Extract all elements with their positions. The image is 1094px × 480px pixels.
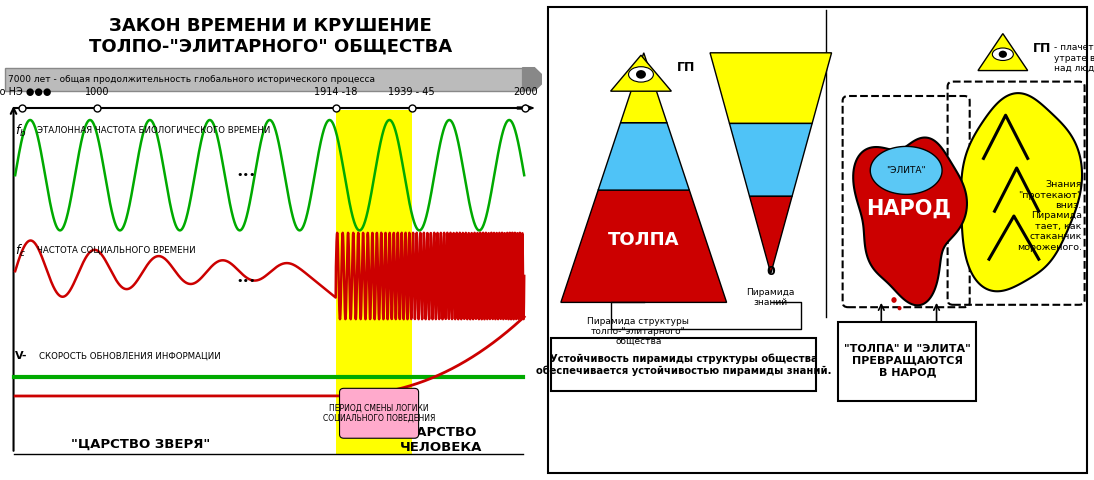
Text: До НЭ ●●●: До НЭ ●●●: [0, 87, 51, 97]
FancyBboxPatch shape: [838, 322, 976, 401]
Text: ЦАРСТВО
ЧЕЛОВЕКА: ЦАРСТВО ЧЕЛОВЕКА: [400, 426, 482, 454]
Text: •••: •••: [236, 170, 256, 180]
Bar: [336, 110, 411, 454]
Text: $f_b$: $f_b$: [15, 122, 26, 139]
Text: "ЦАРСТВО ЗВЕРЯ": "ЦАРСТВО ЗВЕРЯ": [71, 437, 210, 451]
Text: $f_c$: $f_c$: [15, 242, 26, 259]
FancyArrow shape: [523, 68, 546, 91]
Text: "ТОЛПА" И "ЭЛИТА"
ПРЕВРАЩАЮТСЯ
В НАРОД: "ТОЛПА" И "ЭЛИТА" ПРЕВРАЩАЮТСЯ В НАРОД: [843, 344, 970, 378]
Polygon shape: [598, 123, 689, 190]
Text: Пирамида
знаний: Пирамида знаний: [746, 288, 795, 307]
Text: 1000: 1000: [85, 87, 109, 97]
Polygon shape: [620, 53, 667, 123]
Ellipse shape: [892, 297, 897, 303]
Ellipse shape: [999, 51, 1006, 58]
Polygon shape: [610, 55, 672, 91]
Text: СКОРОСТЬ ОБНОВЛЕНИЯ ИНФОРМАЦИИ: СКОРОСТЬ ОБНОВЛЕНИЯ ИНФОРМАЦИИ: [39, 352, 221, 360]
Ellipse shape: [636, 70, 645, 79]
Ellipse shape: [897, 306, 901, 310]
Text: ЗАКОН ВРЕМЕНИ И КРУШЕНИЕ
ТОЛПО-"ЭЛИТАРНОГО" ОБЩЕСТВА: ЗАКОН ВРЕМЕНИ И КРУШЕНИЕ ТОЛПО-"ЭЛИТАРНО…: [90, 17, 452, 56]
Text: Пирамида структуры
толпо-"элитарного"
общества: Пирамида структуры толпо-"элитарного" об…: [587, 317, 689, 347]
Text: •••: •••: [236, 276, 256, 286]
Text: "ЭЛИТА": "ЭЛИТА": [886, 166, 926, 175]
Text: ПЕРИОД СМЕНЫ ЛОГИКИ
СОЦИАЛЬНОГО ПОВЕДЕНИЯ: ПЕРИОД СМЕНЫ ЛОГИКИ СОЦИАЛЬНОГО ПОВЕДЕНИ…: [323, 404, 435, 423]
Polygon shape: [978, 34, 1027, 71]
Polygon shape: [710, 53, 831, 123]
Polygon shape: [853, 137, 967, 305]
Text: НАРОД: НАРОД: [866, 199, 952, 219]
FancyBboxPatch shape: [5, 68, 523, 91]
Text: ГП: ГП: [677, 60, 696, 74]
Text: ЧАСТОТА СОЦИАЛЬНОГО ВРЕМЕНИ: ЧАСТОТА СОЦИАЛЬНОГО ВРЕМЕНИ: [37, 246, 196, 255]
Text: Устойчивость пирамиды структуры общества
обеспечивается устойчивостью пирамиды з: Устойчивость пирамиды структуры общества…: [536, 353, 831, 376]
Text: 2000: 2000: [513, 87, 537, 97]
Polygon shape: [961, 93, 1082, 291]
FancyBboxPatch shape: [339, 388, 419, 438]
Text: - плачет по
утрате власти
над людьми: - плачет по утрате власти над людьми: [1054, 43, 1094, 73]
Text: 1939 - 45: 1939 - 45: [388, 87, 435, 97]
Text: 1914 -18: 1914 -18: [314, 87, 358, 97]
Ellipse shape: [629, 67, 653, 82]
Text: Знания
"протекают"
вниз.
Пирамида
тает, как
стаканчик
мороженого.: Знания "протекают" вниз. Пирамида тает, …: [1016, 180, 1082, 252]
Text: V-: V-: [15, 351, 27, 361]
FancyBboxPatch shape: [551, 338, 816, 391]
Polygon shape: [870, 146, 942, 194]
Text: ТОЛПА: ТОЛПА: [608, 231, 679, 249]
Ellipse shape: [992, 48, 1013, 60]
Text: 0: 0: [767, 264, 776, 278]
Text: ГП: ГП: [1033, 41, 1051, 55]
Polygon shape: [749, 196, 792, 274]
Polygon shape: [730, 123, 812, 196]
Text: 7000 лет - общая продолжительность глобального исторического процесса: 7000 лет - общая продолжительность глоба…: [8, 75, 375, 84]
Text: ЭТАЛОННАЯ ЧАСТОТА БИОЛОГИЧЕСКОГО ВРЕМЕНИ: ЭТАЛОННАЯ ЧАСТОТА БИОЛОГИЧЕСКОГО ВРЕМЕНИ: [37, 126, 270, 135]
FancyArrow shape: [517, 105, 534, 111]
Polygon shape: [561, 190, 726, 302]
